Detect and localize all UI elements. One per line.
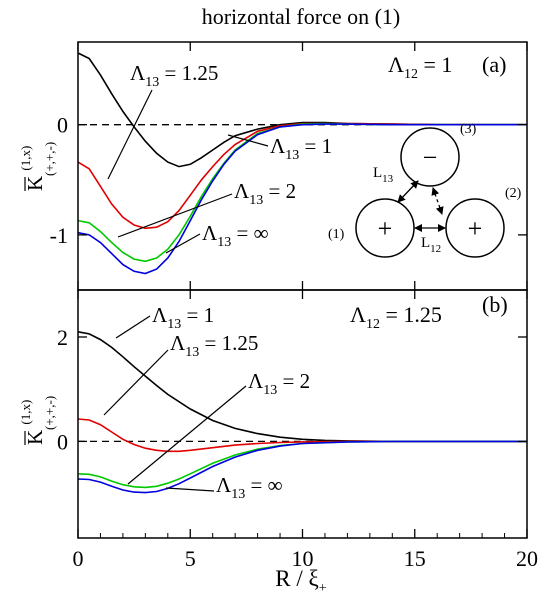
panel-b-annotation-1: Λ13 = 1 xyxy=(115,303,214,339)
inset-sign-3: − xyxy=(423,143,438,172)
panel-b-series-1.25-line xyxy=(77,418,527,453)
x-axis-label: R / ξ+ xyxy=(275,566,326,596)
panel-b-frame xyxy=(77,289,528,539)
svg-text:Λ13 = 2: Λ13 = 2 xyxy=(234,179,296,208)
svg-text:K (1,x) (+,+,-: K (1,x) (+,+,-) xyxy=(11,394,57,445)
panel-b-xtick-label: 20 xyxy=(516,546,538,571)
panel-a-ytick-label: -1 xyxy=(50,223,68,248)
panel-b-ylabel-main: K xyxy=(23,430,47,445)
inset-circle-3 xyxy=(400,127,460,187)
panel-b-ylabel-sub: (+,+,-) xyxy=(42,396,57,430)
panel-b-y-axis-label: K (1,x) (+,+,-) xyxy=(11,394,57,445)
panel-a-series-inf-line xyxy=(77,123,527,275)
figure-title: horizontal force on (1) xyxy=(202,4,401,29)
inset-label-3: (3) xyxy=(460,122,477,137)
panel-b-ylabel-sup: (1,x) xyxy=(18,400,33,425)
panel-b-series-inf-line xyxy=(77,440,527,494)
panel-a-panel-label: (a) xyxy=(482,52,506,77)
panel-b-annotation-inf: Λ13 = ∞ xyxy=(165,473,283,502)
panel-b-xtick-label: 0 xyxy=(73,546,84,571)
panel-b-xtick-label: 5 xyxy=(185,546,196,571)
panel-a-ylabel-sub: (+,+,-) xyxy=(42,142,57,176)
panel-b-annotation-1-25: Λ13 = 1.25 xyxy=(103,331,258,416)
panel-b-ytick-label: 2 xyxy=(57,325,68,350)
panel-a-ytick-label: 0 xyxy=(57,113,68,138)
panel-a-param-label: Λ12 = 1 xyxy=(388,52,452,82)
inset-label-1: (1) xyxy=(328,227,345,242)
inset-l12-label: L12 xyxy=(421,235,441,255)
panel-b-xtick-label: 10 xyxy=(292,546,314,571)
panel-a-ylabel-main: K xyxy=(23,176,47,191)
panel-a: 0 -1 K (1,x) (+,+,-) Λ12 = 1 (a) Λ13 = 1.… xyxy=(11,41,528,291)
inset-circle-2 xyxy=(445,198,505,258)
inset-l13-label: L13 xyxy=(373,165,394,185)
svg-text:Λ13 = 1: Λ13 = 1 xyxy=(152,303,214,332)
svg-text:Λ13 = ∞: Λ13 = ∞ xyxy=(216,473,283,502)
svg-text:K (1,x) (+,+,-: K (1,x) (+,+,-) xyxy=(11,140,57,191)
panel-a-annotation-1-25: Λ13 = 1.25 xyxy=(107,61,218,180)
inset-label-2: (2) xyxy=(505,186,522,201)
inset-arrow-l23 xyxy=(431,187,444,215)
svg-text:Λ13 = 1.25: Λ13 = 1.25 xyxy=(170,331,258,360)
panel-b-xtick-label: 15 xyxy=(404,546,426,571)
panel-a-annotation-inf: Λ13 = ∞ xyxy=(165,221,269,254)
inset-sign-2: + xyxy=(468,214,483,243)
panel-b-annotation-2: Λ13 = 2 xyxy=(127,369,310,485)
svg-text:Λ13 = 1: Λ13 = 1 xyxy=(270,134,332,163)
svg-text:Λ13 = ∞: Λ13 = ∞ xyxy=(202,221,269,250)
panel-a-ylabel-sup: (1,x) xyxy=(18,146,33,171)
svg-text:Λ13 = 2: Λ13 = 2 xyxy=(248,369,310,398)
panel-a-inset-diagram: − (3) + (1) + (2) L13 L12 xyxy=(328,122,522,258)
panel-a-annotation-2: Λ13 = 2 xyxy=(117,179,296,238)
panel-a-y-axis-label: K (1,x) (+,+,-) xyxy=(11,140,57,191)
panel-b-panel-label: (b) xyxy=(482,292,508,317)
panel-b-ytick-label: 0 xyxy=(57,429,68,454)
inset-arrow-l13 xyxy=(397,180,419,203)
panel-b-param-label: Λ12 = 1.25 xyxy=(350,302,442,332)
inset-sign-1: + xyxy=(378,214,393,243)
panel-a-annotation-1: Λ13 = 1 xyxy=(227,134,332,163)
svg-text:Λ13 = 1.25: Λ13 = 1.25 xyxy=(130,61,218,90)
